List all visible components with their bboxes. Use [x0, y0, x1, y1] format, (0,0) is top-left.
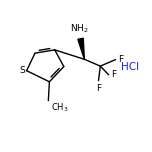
Text: F: F: [96, 84, 101, 93]
Text: F: F: [111, 70, 117, 79]
Polygon shape: [78, 38, 84, 59]
Text: NH$_2$: NH$_2$: [71, 23, 89, 35]
Text: F: F: [118, 55, 123, 64]
Text: S: S: [19, 66, 25, 75]
Text: CH$_3$: CH$_3$: [51, 102, 68, 114]
Text: HCl: HCl: [121, 62, 139, 72]
